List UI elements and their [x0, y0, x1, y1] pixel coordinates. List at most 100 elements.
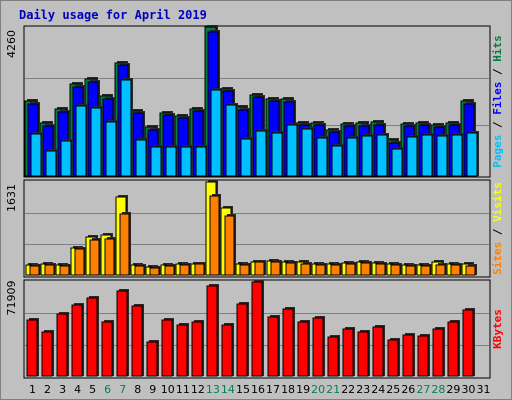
- bar-kbytes-day-8: [131, 304, 144, 377]
- bar-pages-day-11-face: [180, 146, 192, 177]
- bar-kbytes-day-2: [41, 330, 54, 377]
- bar-sites-day-23: [360, 261, 372, 276]
- x-tick-label-day-1: 1: [29, 383, 36, 396]
- bar-kbytes-day-7-face: [116, 290, 128, 377]
- bar-kbytes-day-2-face: [41, 331, 53, 377]
- bar-sites-day-14-face: [224, 215, 235, 276]
- bar-pages-day-29-face: [451, 134, 463, 177]
- bar-sites-day-14: [224, 214, 236, 276]
- x-tick-label-day-9: 9: [149, 383, 156, 396]
- x-tick-label-day-29: 29: [446, 383, 460, 396]
- bar-sites-day-16: [254, 260, 266, 276]
- x-tick-label-day-19: 19: [296, 383, 310, 396]
- x-tick-label-day-23: 23: [356, 383, 370, 396]
- bar-pages-day-24-face: [376, 134, 388, 177]
- bar-kbytes-day-9: [146, 340, 159, 377]
- bar-sites-day-12: [194, 262, 206, 276]
- panel-3-side-legend: KBytes: [491, 309, 504, 349]
- bar-sites-day-24-face: [375, 263, 386, 276]
- bar-pages-day-23: [361, 134, 374, 177]
- x-tick-label-day-18: 18: [281, 383, 295, 396]
- x-tick-label-day-11: 11: [176, 383, 190, 396]
- bar-pages-day-26: [406, 135, 419, 177]
- panel-1-side-legend: Pages / Files / Hits: [491, 35, 504, 168]
- bar-pages-day-8: [135, 138, 148, 177]
- bar-kbytes-day-6: [101, 320, 114, 377]
- bar-sites-day-8-face: [134, 265, 145, 276]
- bar-pages-day-28: [436, 134, 449, 177]
- x-tick-label-day-13: 13: [206, 383, 220, 396]
- bar-kbytes-day-11: [176, 323, 189, 377]
- bar-pages-day-8-face: [135, 139, 147, 177]
- bar-sites-day-2-face: [44, 264, 55, 276]
- x-tick-label-day-20: 20: [311, 383, 325, 396]
- bar-sites-day-1-face: [29, 265, 40, 276]
- bar-kbytes-day-16-face: [251, 281, 263, 377]
- bar-sites-day-25-face: [390, 264, 401, 276]
- bar-kbytes-day-18: [282, 307, 295, 377]
- bar-kbytes-day-22: [342, 327, 355, 377]
- bar-sites-day-27: [420, 264, 432, 276]
- bar-pages-day-17: [271, 131, 284, 177]
- bar-kbytes-day-28: [432, 327, 445, 377]
- bar-pages-day-21-face: [331, 145, 343, 177]
- bar-sites-day-20-face: [315, 264, 326, 276]
- x-tick-label-day-5: 5: [89, 383, 96, 396]
- bar-kbytes-day-28-face: [432, 328, 444, 377]
- bar-sites-day-17: [270, 260, 282, 276]
- bar-sites-day-8: [134, 264, 146, 276]
- bar-kbytes-day-22-face: [342, 328, 354, 377]
- bar-sites-day-17-face: [270, 261, 281, 276]
- x-tick-label-day-16: 16: [251, 383, 265, 396]
- bar-sites-day-15-face: [239, 264, 250, 276]
- side-legend-files: Files: [491, 82, 504, 115]
- bar-kbytes-day-12: [191, 320, 204, 377]
- bar-pages-day-6-face: [105, 121, 117, 177]
- bar-pages-day-15-face: [240, 138, 252, 177]
- side-legend-sites: Sites: [491, 242, 504, 275]
- bar-kbytes-day-7: [116, 289, 129, 377]
- x-tick-label-day-15: 15: [236, 383, 250, 396]
- bar-pages-day-18-face: [286, 124, 298, 177]
- bar-kbytes-day-4-face: [71, 304, 83, 377]
- panel-2-ymax-label: 1631: [5, 184, 18, 212]
- bar-sites-day-2: [44, 263, 56, 276]
- bar-kbytes-day-3: [56, 312, 69, 377]
- bar-kbytes-day-19-face: [297, 321, 309, 377]
- bar-sites-day-15: [239, 263, 251, 276]
- bar-sites-day-4: [74, 247, 86, 276]
- bar-sites-day-10: [164, 264, 176, 276]
- bar-kbytes-day-17: [267, 315, 280, 377]
- x-tick-label-day-22: 22: [341, 383, 355, 396]
- bar-sites-day-28-face: [435, 264, 446, 276]
- bar-sites-day-21-face: [330, 264, 341, 276]
- x-tick-label-day-24: 24: [371, 383, 385, 396]
- bar-pages-day-7-face: [120, 79, 132, 177]
- bar-pages-day-25-face: [391, 148, 403, 177]
- x-tick-label-day-26: 26: [401, 383, 415, 396]
- bar-pages-day-16: [255, 129, 268, 177]
- bar-pages-day-10: [165, 145, 178, 177]
- bar-kbytes-day-15: [236, 302, 249, 377]
- bar-sites-day-9: [149, 266, 161, 276]
- bar-pages-day-11: [180, 145, 193, 177]
- side-legend-kbytes: KBytes: [491, 309, 504, 349]
- bar-pages-day-9-face: [150, 146, 162, 177]
- bar-pages-day-26-face: [406, 136, 418, 177]
- x-tick-label-day-4: 4: [74, 383, 81, 396]
- bar-sites-day-6-face: [104, 238, 115, 276]
- x-tick-label-day-7: 7: [119, 383, 126, 396]
- bar-sites-day-13: [209, 194, 221, 276]
- bar-pages-day-5: [90, 106, 103, 177]
- x-tick-label-day-17: 17: [266, 383, 280, 396]
- bar-sites-day-26-face: [405, 265, 416, 276]
- bar-pages-day-6: [105, 120, 118, 177]
- bar-kbytes-day-30: [462, 308, 475, 377]
- x-tick-label-day-21: 21: [326, 383, 340, 396]
- bar-kbytes-day-5: [86, 296, 99, 377]
- bar-sites-day-3: [59, 264, 71, 276]
- bar-pages-day-20: [316, 136, 329, 177]
- x-tick-label-day-6: 6: [104, 383, 111, 396]
- bar-pages-day-1-face: [30, 133, 42, 177]
- bar-sites-day-28: [435, 263, 447, 276]
